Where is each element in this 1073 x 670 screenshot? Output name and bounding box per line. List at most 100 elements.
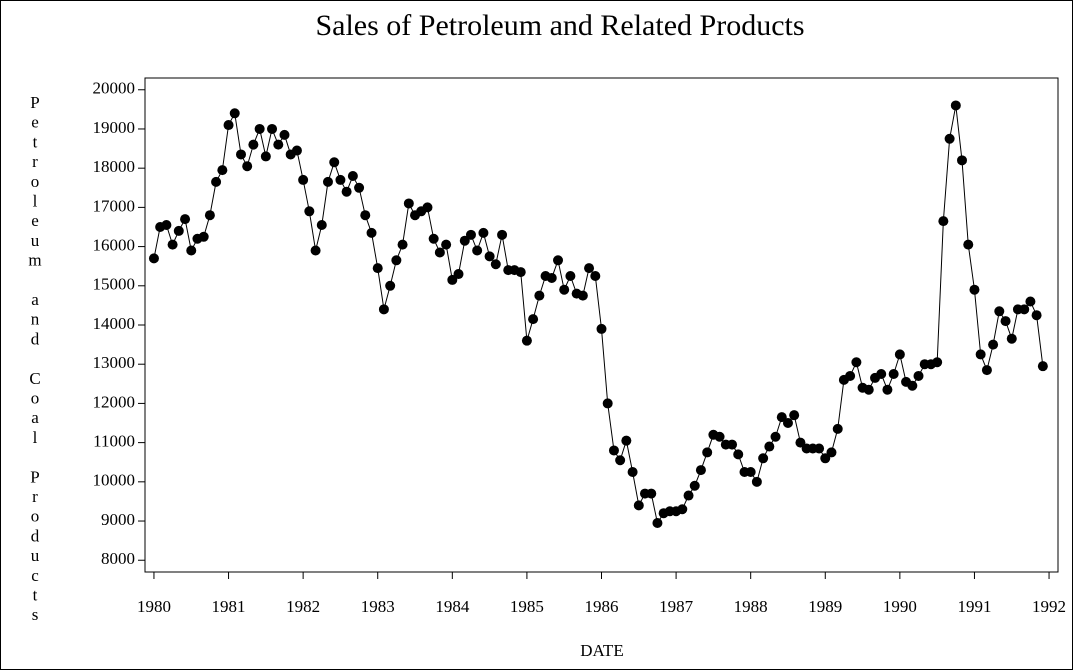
data-point [863,384,874,395]
y-tick-label: 16000 [93,235,136,254]
data-point [267,123,278,134]
x-tick-label: 1986 [585,597,619,616]
x-tick-label: 1991 [957,597,991,616]
data-point [758,453,769,464]
data-point [894,349,905,360]
data-point [782,418,793,429]
y-tick-label: 12000 [93,392,136,411]
data-point [422,202,433,213]
data-point [727,439,738,450]
data-point [590,270,601,281]
data-point [273,139,284,150]
data-point [963,239,974,250]
y-tick-label: 19000 [93,118,136,137]
data-point [354,182,365,193]
data-point [677,504,688,515]
data-point [969,284,980,295]
data-point [714,431,725,442]
data-point [826,447,837,458]
data-point [217,165,228,176]
data-point [602,398,613,409]
data-point [1025,296,1036,307]
data-point [546,272,557,283]
data-point [851,357,862,368]
data-point [173,225,184,236]
data-point [385,280,396,291]
data-point [695,465,706,476]
data-point [229,108,240,119]
data-point [322,176,333,187]
data-point [553,255,564,266]
y-tick-label: 13000 [93,353,136,372]
data-point [397,239,408,250]
data-point [304,206,315,217]
data-point [223,120,234,131]
data-point [832,423,843,434]
data-point [242,161,253,172]
data-point [441,239,452,250]
data-point [733,449,744,460]
y-tick-label: 8000 [101,549,135,568]
data-point [1031,310,1042,321]
data-point [1000,316,1011,327]
data-point [882,384,893,395]
y-tick-label: 15000 [93,275,136,294]
data-point [472,245,483,256]
data-point [627,467,638,478]
data-point [248,139,259,150]
data-point [521,335,532,346]
data-point [347,171,358,182]
series-line [153,105,1044,525]
x-tick-label: 1982 [286,597,320,616]
data-point [795,437,806,448]
y-tick-label: 18000 [93,157,136,176]
chart-title: Sales of Petroleum and Related Products [315,9,804,42]
data-point [608,445,619,456]
x-tick-label: 1992 [1032,597,1066,616]
data-point [596,323,607,334]
y-tick-label: 9000 [101,510,135,529]
y-tick-label: 11000 [93,432,135,451]
x-tick-label: 1988 [734,597,768,616]
data-point [814,443,825,454]
data-point [938,216,949,227]
data-point [515,267,526,278]
data-point [683,490,694,501]
data-point [820,453,831,464]
x-tick-label: 1981 [212,597,246,616]
data-point [1037,361,1048,372]
data-point [453,269,464,280]
data-point [944,133,955,144]
data-point [310,245,321,256]
data-point [845,370,856,381]
data-point [279,129,290,140]
x-axis-label: DATE [580,641,623,660]
x-tick-label: 1990 [883,597,917,616]
data-point [559,284,570,295]
data-point [372,263,383,274]
data-point [497,229,508,240]
data-point [652,517,663,528]
data-point [447,274,458,285]
data-point [211,176,222,187]
data-point [907,380,918,391]
y-tick-label: 14000 [93,314,136,333]
data-point [298,174,309,185]
data-point [366,227,377,238]
data-point [1019,304,1030,315]
data-point [633,500,644,511]
data-point [167,239,178,250]
data-point [260,151,271,162]
data-point [161,220,172,231]
data-point [646,488,657,499]
data-point [465,229,476,240]
data-point [204,210,215,221]
data-point [180,214,191,225]
data-point [434,247,445,258]
data-point [341,186,352,197]
data-point [484,251,495,262]
data-point [950,100,961,111]
